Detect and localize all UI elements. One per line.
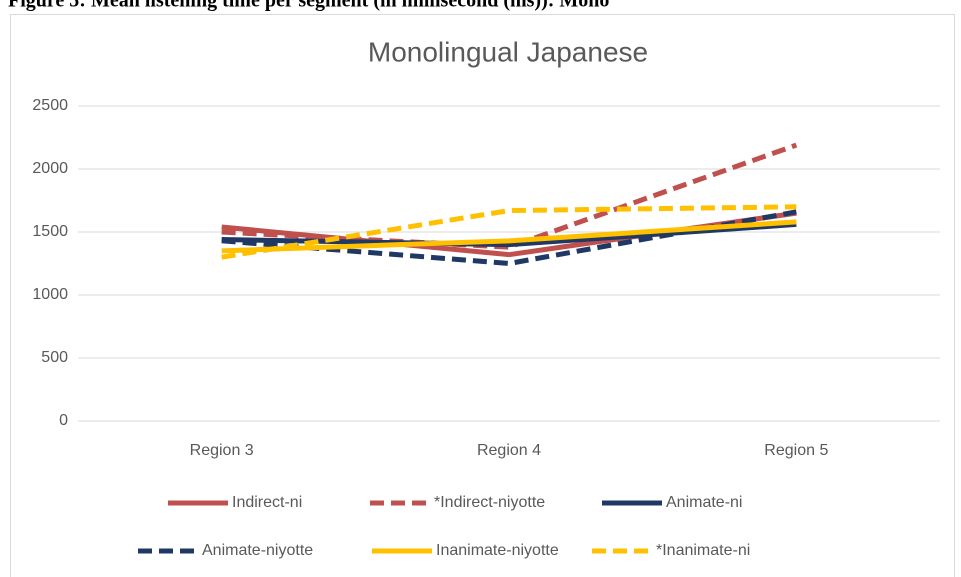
legend-label: Animate-ni (666, 494, 742, 511)
legend-label: Inanimate-niyotte (436, 542, 559, 559)
caption: Figure 5: Mean listening time per segmen… (8, 0, 609, 12)
y-tick-label: 1500 (32, 223, 68, 240)
series-line (221, 204, 797, 260)
y-tick-label: 0 (59, 412, 68, 429)
y-tick-label: 2500 (32, 97, 68, 114)
legend-label: Indirect-ni (232, 494, 302, 511)
y-tick-label: 2000 (32, 160, 68, 177)
chart-title: Monolingual Japanese (368, 36, 648, 67)
legend-label: Animate-niyotte (202, 542, 313, 559)
x-tick-label: Region 4 (477, 442, 541, 459)
series-line (221, 219, 797, 254)
x-tick-label: Region 3 (190, 442, 254, 459)
legend-label: *Indirect-niyotte (434, 494, 545, 511)
y-tick-label: 500 (41, 349, 68, 366)
legend-label: *Inanimate-ni (656, 542, 750, 559)
series-line (221, 142, 798, 250)
y-tick-label: 1000 (32, 286, 68, 303)
x-tick-label: Region 5 (764, 442, 828, 459)
chart-border (10, 14, 955, 577)
